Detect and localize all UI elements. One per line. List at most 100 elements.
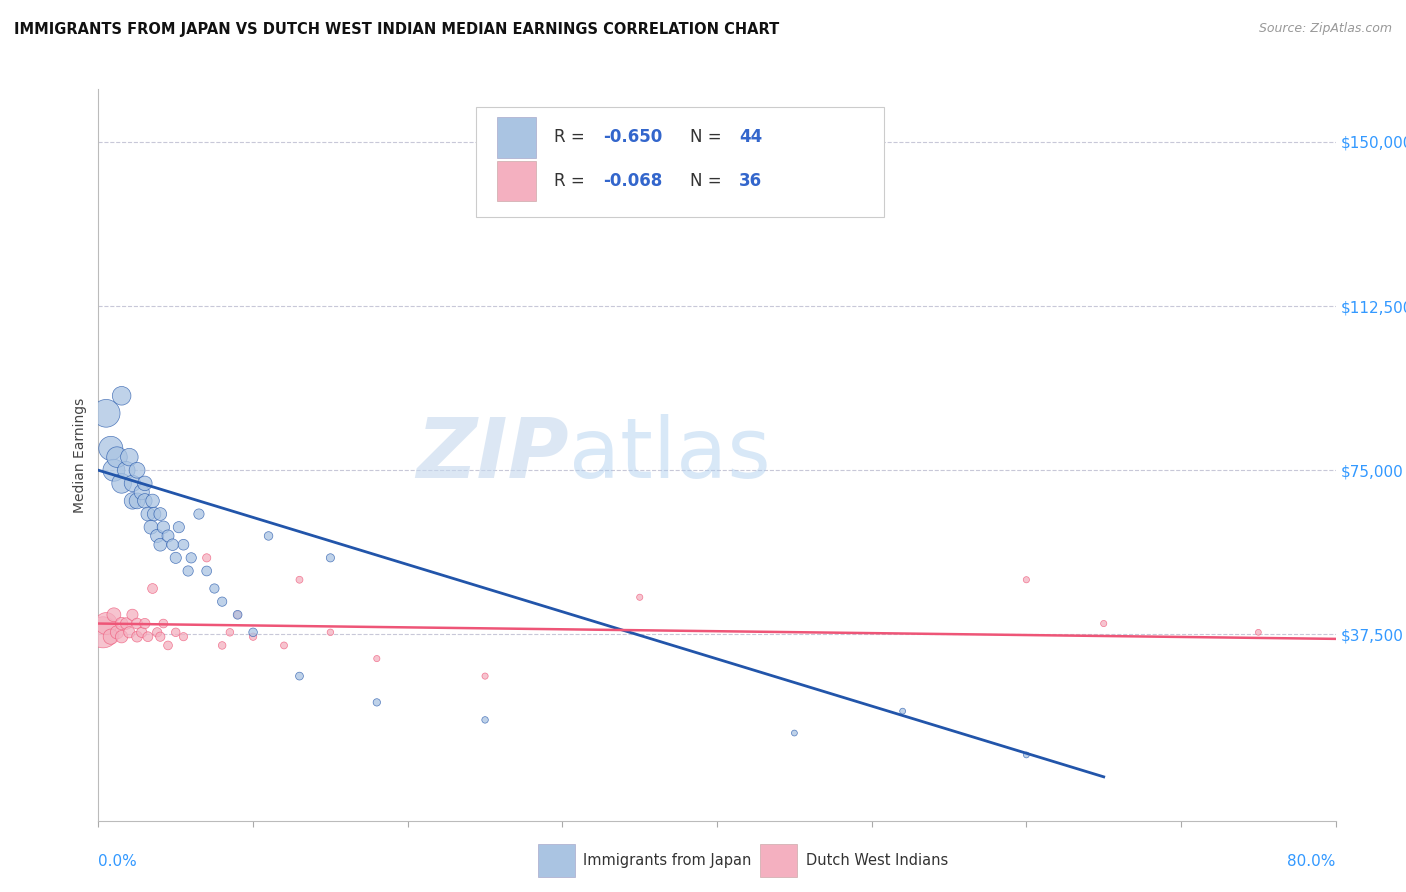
Point — [121, 607, 143, 622]
Point — [1015, 747, 1038, 762]
Point — [157, 529, 180, 543]
Bar — [537, 845, 575, 878]
Point — [152, 616, 174, 631]
Text: 0.0%: 0.0% — [98, 854, 138, 869]
Point — [131, 625, 153, 640]
Point — [173, 630, 195, 644]
Point — [100, 630, 122, 644]
Point — [146, 625, 169, 640]
Bar — [496, 161, 537, 201]
Point — [121, 476, 143, 491]
Point — [288, 669, 311, 683]
Point — [142, 494, 165, 508]
Point — [211, 639, 233, 653]
Text: 36: 36 — [740, 171, 762, 190]
Point — [134, 494, 156, 508]
Point — [226, 607, 249, 622]
Point — [1015, 573, 1038, 587]
Point — [1247, 625, 1270, 640]
Point — [204, 582, 226, 596]
Text: IMMIGRANTS FROM JAPAN VS DUTCH WEST INDIAN MEDIAN EARNINGS CORRELATION CHART: IMMIGRANTS FROM JAPAN VS DUTCH WEST INDI… — [14, 22, 779, 37]
Point — [115, 463, 138, 477]
Point — [474, 713, 496, 727]
Point — [115, 616, 138, 631]
Point — [111, 616, 134, 631]
Point — [366, 651, 388, 665]
Text: R =: R = — [554, 128, 589, 146]
Text: 44: 44 — [740, 128, 762, 146]
Point — [288, 573, 311, 587]
Point — [319, 550, 342, 565]
Point — [149, 630, 172, 644]
Text: Immigrants from Japan: Immigrants from Japan — [583, 854, 752, 869]
Point — [628, 591, 651, 605]
Point — [177, 564, 200, 578]
Text: -0.650: -0.650 — [603, 128, 662, 146]
Point — [319, 625, 342, 640]
Point — [118, 450, 141, 464]
Text: R =: R = — [554, 171, 589, 190]
Point — [891, 704, 914, 718]
Point — [127, 463, 149, 477]
Point — [783, 726, 806, 740]
Text: ZIP: ZIP — [416, 415, 568, 495]
Point — [257, 529, 280, 543]
Point — [1092, 616, 1115, 631]
Point — [127, 616, 149, 631]
Point — [149, 538, 172, 552]
Point — [152, 520, 174, 534]
Point — [143, 507, 166, 521]
Point — [134, 616, 156, 631]
Bar — [496, 118, 537, 158]
Point — [366, 695, 388, 709]
Point — [219, 625, 242, 640]
Text: -0.068: -0.068 — [603, 171, 662, 190]
Point — [142, 582, 165, 596]
Text: N =: N = — [690, 128, 727, 146]
Point — [242, 630, 264, 644]
Point — [131, 485, 153, 500]
Text: 80.0%: 80.0% — [1288, 854, 1336, 869]
Point — [111, 389, 134, 403]
Point — [96, 406, 118, 420]
Point — [121, 494, 143, 508]
Text: Dutch West Indians: Dutch West Indians — [806, 854, 949, 869]
Y-axis label: Median Earnings: Median Earnings — [73, 397, 87, 513]
Point — [165, 625, 187, 640]
Point — [149, 507, 172, 521]
Point — [165, 550, 187, 565]
Point — [173, 538, 195, 552]
Point — [91, 625, 114, 640]
Point — [242, 625, 264, 640]
FancyBboxPatch shape — [475, 108, 884, 218]
Point — [136, 507, 159, 521]
Point — [139, 520, 162, 534]
Bar — [761, 845, 797, 878]
Point — [211, 594, 233, 608]
Point — [105, 450, 128, 464]
Point — [136, 630, 159, 644]
Point — [146, 529, 169, 543]
Text: Source: ZipAtlas.com: Source: ZipAtlas.com — [1258, 22, 1392, 36]
Point — [127, 630, 149, 644]
Point — [103, 463, 125, 477]
Text: N =: N = — [690, 171, 727, 190]
Point — [111, 630, 134, 644]
Point — [111, 476, 134, 491]
Text: atlas: atlas — [568, 415, 770, 495]
Point — [180, 550, 202, 565]
Point — [127, 494, 149, 508]
Point — [474, 669, 496, 683]
Point — [157, 639, 180, 653]
Point — [105, 625, 128, 640]
Point — [134, 476, 156, 491]
Point — [188, 507, 211, 521]
Point — [118, 625, 141, 640]
Point — [273, 639, 295, 653]
Point — [195, 550, 218, 565]
Point — [103, 607, 125, 622]
Point — [167, 520, 190, 534]
Point — [226, 607, 249, 622]
Point — [96, 616, 118, 631]
Point — [162, 538, 184, 552]
